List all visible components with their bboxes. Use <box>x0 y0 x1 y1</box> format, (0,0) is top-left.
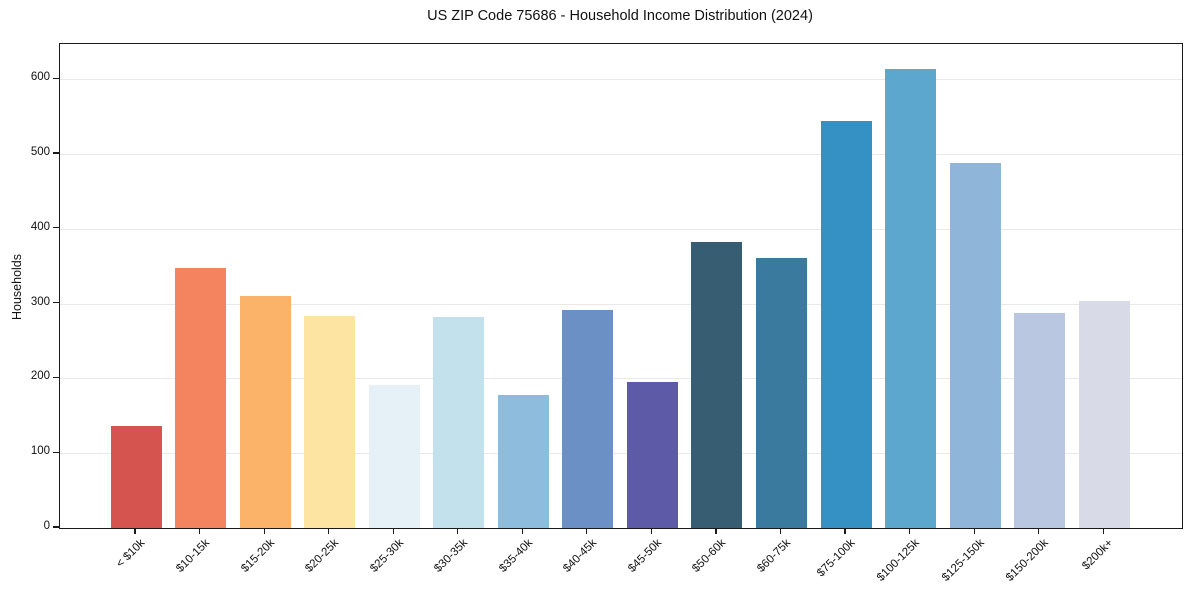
gridline-y-100 <box>60 453 1182 455</box>
chart-title: US ZIP Code 75686 - Household Income Dis… <box>427 8 813 24</box>
y-axis-label: Households <box>10 253 24 321</box>
bar-$20-25k <box>304 316 356 528</box>
x-tick-label-0: < $10k <box>114 537 148 571</box>
x-tick-label-6: $35-40k <box>496 537 535 575</box>
bar-$45-50k <box>626 382 678 528</box>
x-tick-label-7: $40-45k <box>561 537 600 575</box>
y-tick-label-200: 200 <box>30 370 50 383</box>
x-tick-label-15: $200k+ <box>1080 537 1116 573</box>
x-tick-mark-8 <box>650 528 652 534</box>
bar-$10-15k <box>175 268 227 528</box>
bar-$15-20k <box>239 296 291 528</box>
y-tick-label-600: 600 <box>30 71 50 84</box>
y-tick-mark-500 <box>53 152 59 154</box>
gridline-y-200 <box>60 378 1182 380</box>
gridline-y-400 <box>60 228 1182 230</box>
y-tick-mark-0 <box>53 526 59 528</box>
gridline-y-300 <box>60 303 1182 305</box>
bar-$100-125k <box>885 69 937 528</box>
y-tick-mark-200 <box>53 376 59 378</box>
bar-$75-100k <box>820 121 872 528</box>
x-tick-mark-4 <box>392 528 394 534</box>
x-tick-mark-2 <box>263 528 265 534</box>
bar-$200k+ <box>1078 300 1130 528</box>
x-tick-mark-0 <box>134 528 136 534</box>
x-tick-mark-7 <box>586 528 588 534</box>
x-tick-label-12: $100-125k <box>875 537 923 584</box>
x-tick-label-14: $150-200k <box>1004 537 1052 584</box>
x-tick-mark-12 <box>909 528 911 534</box>
bar-$50-60k <box>691 241 743 528</box>
x-tick-mark-10 <box>779 528 782 534</box>
x-tick-mark-14 <box>1038 528 1040 534</box>
bar-$30-35k <box>433 317 485 528</box>
y-tick-label-100: 100 <box>30 445 50 458</box>
y-tick-label-400: 400 <box>30 220 50 233</box>
y-tick-label-300: 300 <box>30 295 50 308</box>
y-tick-mark-600 <box>53 77 59 79</box>
y-tick-label-500: 500 <box>30 145 50 158</box>
bar-$125-150k <box>949 162 1001 528</box>
y-tick-mark-300 <box>53 301 59 304</box>
plot-area <box>59 43 1183 529</box>
bar-$150-200k <box>1014 313 1066 528</box>
x-tick-mark-1 <box>198 528 201 534</box>
y-tick-label-0: 0 <box>43 520 50 532</box>
bar-$25-30k <box>368 385 420 528</box>
x-tick-label-3: $20-25k <box>303 537 342 575</box>
x-tick-mark-13 <box>973 528 975 534</box>
x-tick-label-8: $45-50k <box>626 537 664 575</box>
x-tick-label-5: $30-35k <box>432 537 471 575</box>
gridline-y-500 <box>60 153 1182 155</box>
x-tick-mark-5 <box>457 528 459 534</box>
x-tick-mark-6 <box>521 528 523 534</box>
gridline-y-600 <box>60 79 1182 81</box>
x-tick-label-2: $15-20k <box>238 537 277 575</box>
x-tick-mark-3 <box>328 528 330 534</box>
bar-$40-45k <box>562 309 614 528</box>
y-tick-mark-100 <box>53 451 59 453</box>
x-tick-label-10: $60-75k <box>755 537 793 575</box>
x-tick-label-13: $125-150k <box>939 537 987 584</box>
x-tick-label-9: $50-60k <box>690 537 729 575</box>
bar-$60-75k <box>756 257 807 528</box>
x-tick-label-1: $10-15k <box>174 537 213 575</box>
x-tick-label-11: $75-100k <box>815 537 858 580</box>
bar-$35-40k <box>497 394 549 528</box>
bar-< $10k <box>110 426 162 528</box>
y-tick-mark-400 <box>53 227 59 229</box>
x-tick-mark-11 <box>844 528 846 534</box>
x-tick-mark-15 <box>1102 528 1104 534</box>
x-tick-label-4: $25-30k <box>367 537 406 575</box>
x-tick-mark-9 <box>715 528 717 534</box>
